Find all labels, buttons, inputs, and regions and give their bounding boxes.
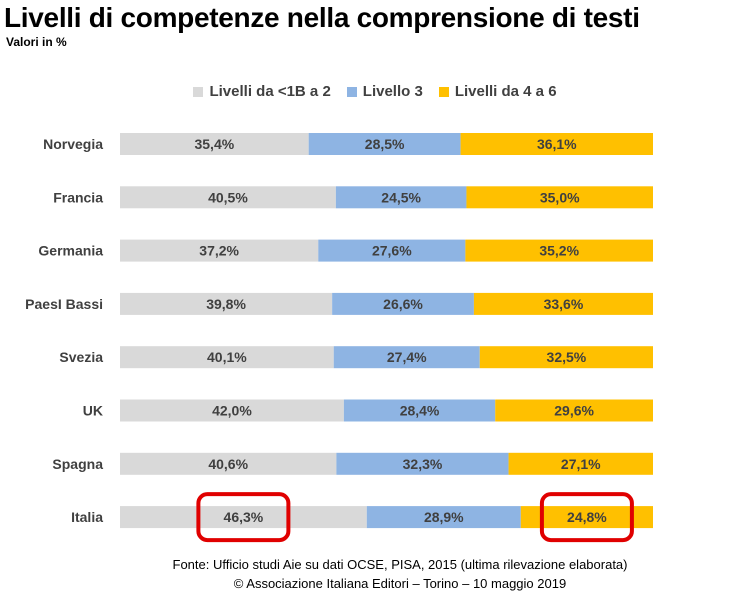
highlight-box-italia-gold	[539, 492, 634, 543]
highlight-box-italia-grey	[196, 492, 291, 543]
bar-paesi-bassi-blue	[332, 292, 474, 315]
category-label-norvegia: Norvegia	[43, 136, 103, 152]
chart-title: Livelli di competenze nella comprensione…	[4, 2, 640, 33]
bar-paesi-bassi-grey	[120, 292, 333, 315]
bar-germania-grey	[120, 239, 319, 262]
category-label-spagna: Spagna	[52, 456, 103, 472]
bar-norvegia-grey	[120, 133, 309, 155]
data-label-spagna-blue: 32,3%	[403, 456, 443, 472]
bar-italia-grey	[120, 506, 367, 529]
bar-paesi-bassi-gold	[473, 292, 653, 315]
data-label-spagna-gold: 27,1%	[561, 456, 601, 472]
data-label-francia-gold: 35,0%	[540, 189, 580, 205]
data-label-uk-blue: 28,4%	[400, 403, 440, 419]
bar-svezia-grey	[120, 346, 334, 369]
legend-swatch-blue	[346, 86, 357, 97]
bar-norvegia-gold	[460, 133, 653, 155]
category-label-italia: Italia	[71, 509, 103, 525]
data-label-italia-grey: 46,3%	[224, 509, 264, 525]
data-label-paesi-bassi-grey: 39,8%	[206, 296, 246, 312]
bar-francia-blue	[335, 186, 467, 209]
bar-italia-blue	[366, 506, 521, 529]
data-label-uk-gold: 29,6%	[554, 403, 594, 419]
category-label-uk: UK	[83, 403, 103, 419]
data-label-germania-grey: 37,2%	[199, 243, 239, 259]
data-label-francia-grey: 40,5%	[208, 189, 248, 205]
category-label-francia: Francia	[53, 189, 103, 205]
legend: Livelli da <1B a 2 Livello 3 Livelli da …	[0, 83, 730, 100]
data-label-spagna-grey: 40,6%	[208, 456, 248, 472]
legend-label-grey: Livelli da <1B a 2	[209, 83, 331, 100]
bar-svezia-gold	[479, 346, 653, 369]
bar-francia-grey	[120, 186, 336, 209]
legend-item-blue: Livello 3	[346, 83, 423, 100]
data-label-norvegia-blue: 28,5%	[365, 136, 405, 152]
chart-subtitle: Valori in %	[6, 35, 67, 49]
data-label-svezia-grey: 40,1%	[207, 349, 247, 365]
copyright-note: © Associazione Italiana Editori – Torino…	[233, 576, 567, 591]
data-label-uk-grey: 42,0%	[212, 403, 252, 419]
bar-germania-blue	[318, 239, 466, 262]
bar-norvegia-blue	[308, 133, 461, 155]
legend-item-grey: Livelli da <1B a 2	[193, 83, 331, 100]
data-label-francia-blue: 24,5%	[381, 189, 421, 205]
bar-germania-gold	[465, 239, 653, 262]
legend-swatch-gold	[438, 86, 449, 97]
category-label-germania: Germania	[38, 243, 103, 259]
category-label-paesi-bassi: PaesI Bassi	[25, 296, 103, 312]
bar-francia-gold	[466, 186, 653, 209]
bar-uk-blue	[343, 399, 496, 422]
category-label-svezia: Svezia	[59, 349, 103, 365]
bar-uk-grey	[120, 399, 344, 422]
data-label-italia-gold: 24,8%	[567, 509, 607, 525]
bar-spagna-grey	[120, 452, 337, 475]
source-note: Fonte: Ufficio studi Aie su dati OCSE, P…	[172, 557, 628, 572]
legend-item-gold: Livelli da 4 a 6	[438, 83, 557, 100]
bar-uk-gold	[495, 399, 653, 422]
bar-svezia-blue	[333, 346, 480, 369]
data-label-norvegia-grey: 35,4%	[194, 136, 234, 152]
data-label-svezia-gold: 32,5%	[547, 349, 587, 365]
bar-italia-gold	[520, 506, 653, 529]
data-label-norvegia-gold: 36,1%	[537, 136, 577, 152]
data-label-paesi-bassi-gold: 33,6%	[544, 296, 584, 312]
legend-label-gold: Livelli da 4 a 6	[454, 83, 557, 100]
data-label-germania-blue: 27,6%	[372, 243, 412, 259]
data-label-germania-gold: 35,2%	[539, 243, 579, 259]
data-label-paesi-bassi-blue: 26,6%	[383, 296, 423, 312]
bar-spagna-blue	[336, 452, 509, 475]
bar-spagna-gold	[508, 452, 653, 475]
data-label-svezia-blue: 27,4%	[387, 349, 427, 365]
legend-label-blue: Livello 3	[362, 83, 423, 100]
data-label-italia-blue: 28,9%	[424, 509, 464, 525]
legend-swatch-grey	[193, 86, 204, 97]
